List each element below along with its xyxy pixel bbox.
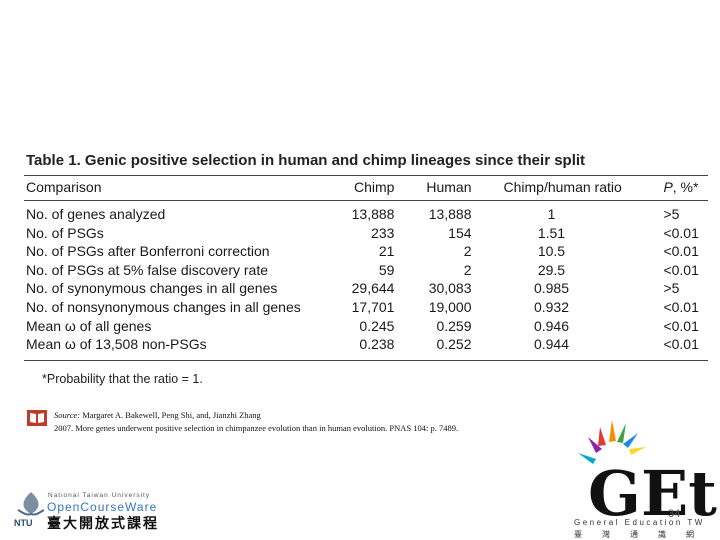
- human-value: 154: [448, 224, 472, 241]
- chimp-value: 0.238: [309, 335, 395, 361]
- source-authors: Margaret A. Bakewell, Peng Shi, and, Jia…: [80, 410, 261, 420]
- ratio-value: 29.5: [537, 261, 566, 278]
- human-value: 2: [463, 261, 472, 278]
- row-label: No. of synonymous changes in all genes: [26, 280, 278, 297]
- slide-number: 34: [668, 508, 681, 520]
- header-p-italic: P: [663, 179, 673, 195]
- ratio-value: 1.51: [537, 224, 566, 241]
- ntu-opencourseware: OpenCourseWare: [47, 500, 158, 514]
- table-row: Mean ω of all genes 0.245 0.259 0.946 <0…: [24, 317, 708, 336]
- source-line-1: Source: Margaret A. Bakewell, Peng Shi, …: [54, 409, 458, 422]
- row-label: No. of PSGs after Bonferroni correction: [26, 243, 270, 260]
- get-footer-en: General Education TW: [574, 518, 705, 527]
- table-row: No. of PSGs at 5% false discovery rate 5…: [24, 261, 708, 280]
- source-line-2: 2007. More genes underwent positive sele…: [54, 423, 459, 433]
- p-value: <0.01: [629, 335, 708, 361]
- source-label: Source:: [54, 410, 81, 420]
- table-title: Table 1. Genic positive selection in hum…: [26, 152, 586, 169]
- chimp-value: 0.245: [359, 317, 395, 334]
- table-row: No. of genes analyzed 13,888 13,888 1 >5: [24, 201, 708, 224]
- human-value: 13,888: [428, 206, 472, 222]
- ratio-value: 10.5: [537, 243, 566, 260]
- header-p-value: P, %*: [629, 175, 708, 201]
- ratio-value: 0.985: [533, 280, 569, 297]
- table-row: No. of nonsynonymous changes in all gene…: [24, 298, 708, 317]
- human-value: 0.252: [394, 335, 472, 361]
- genic-selection-table: Comparison Chimp Human Chimp/human ratio…: [24, 175, 708, 361]
- ratio-value: 0.944: [471, 335, 630, 361]
- genic-selection-table-container: Table 1. Genic positive selection in hum…: [24, 152, 712, 361]
- get-wordmark: GEt: [588, 457, 717, 530]
- human-value: 0.259: [436, 317, 472, 334]
- table-footnote: *Probability that the ratio = 1.: [42, 372, 203, 386]
- chimp-value: 21: [378, 243, 395, 260]
- table-body: No. of genes analyzed 13,888 13,888 1 >5…: [24, 201, 708, 361]
- chimp-value: 29,644: [351, 280, 395, 297]
- source-citation: Source: Margaret A. Bakewell, Peng Shi, …: [54, 409, 458, 435]
- header-chimp: Chimp: [309, 175, 395, 201]
- header-human: Human: [394, 175, 472, 201]
- book-icon: [27, 410, 47, 426]
- header-comparison: Comparison: [24, 175, 310, 201]
- p-value: <0.01: [663, 243, 699, 260]
- get-footer-zh: 臺灣通識網: [574, 530, 714, 539]
- chimp-value: 59: [378, 261, 395, 278]
- p-value: >5: [663, 206, 680, 222]
- table-header-row: Comparison Chimp Human Chimp/human ratio…: [24, 175, 708, 201]
- chimp-value: 17,701: [351, 298, 395, 315]
- ratio-value: 0.946: [533, 317, 569, 334]
- table-row: Mean ω of 13,508 non-PSGs 0.238 0.252 0.…: [24, 335, 708, 361]
- human-value: 30,083: [428, 280, 472, 297]
- row-label: No. of nonsynonymous changes in all gene…: [26, 298, 301, 315]
- ntu-chinese-name: 臺大開放式課程: [47, 516, 159, 532]
- row-label: No. of PSGs at 5% false discovery rate: [26, 261, 268, 278]
- p-value: >5: [663, 280, 680, 297]
- table-row: No. of PSGs after Bonferroni correction …: [24, 242, 708, 261]
- human-value: 2: [463, 243, 472, 260]
- header-ratio: Chimp/human ratio: [471, 175, 630, 201]
- p-value: <0.01: [663, 224, 699, 241]
- table-row: No. of synonymous changes in all genes 2…: [24, 279, 708, 298]
- row-label: No. of genes analyzed: [26, 206, 166, 222]
- get-logo-icon: GEt: [578, 420, 717, 530]
- human-value: 19,000: [428, 298, 472, 315]
- row-label: Mean ω of 13,508 non-PSGs: [24, 335, 310, 361]
- chimp-value: 13,888: [351, 206, 395, 222]
- p-value: <0.01: [663, 298, 699, 315]
- ratio-value: 0.932: [533, 298, 569, 315]
- ntu-mark: NTU: [14, 518, 33, 528]
- ntu-logo-icon: NTU: [14, 492, 45, 528]
- p-value: <0.01: [663, 261, 699, 278]
- ratio-value: 1: [547, 206, 556, 222]
- chimp-value: 233: [371, 224, 395, 241]
- ntu-university-name: National Taiwan University: [48, 492, 151, 499]
- table-row: No. of PSGs 233 154 1.51 <0.01: [24, 224, 708, 243]
- p-value: <0.01: [663, 317, 699, 334]
- row-label: No. of PSGs: [26, 224, 104, 241]
- row-label: Mean ω of all genes: [26, 317, 152, 334]
